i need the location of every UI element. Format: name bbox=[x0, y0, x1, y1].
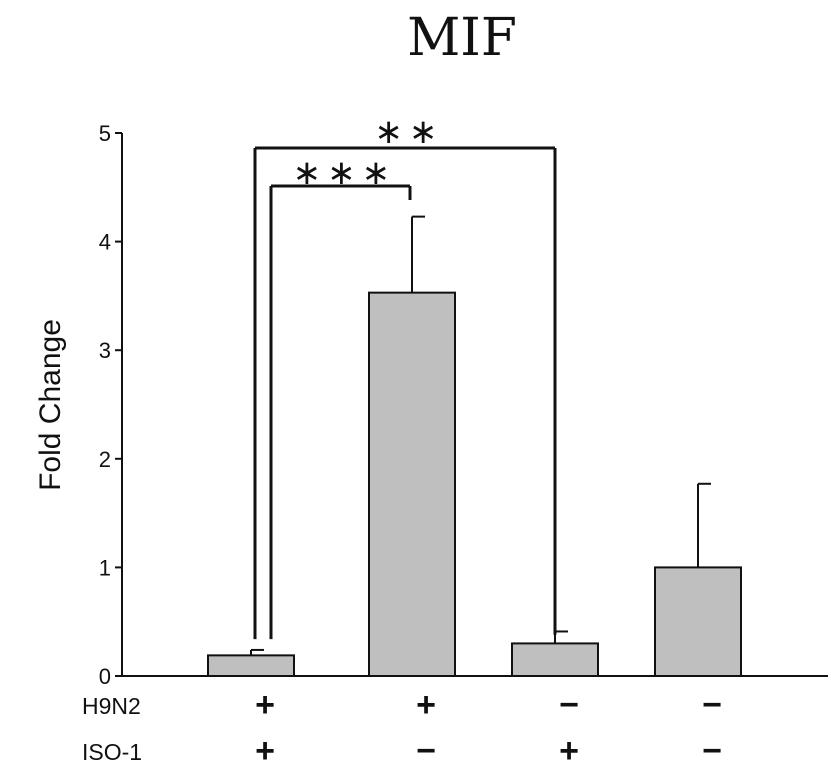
y-tick-label-2: 2 bbox=[99, 447, 111, 472]
condition-sign-0-3: − bbox=[702, 686, 722, 724]
condition-sign-1-3: − bbox=[702, 732, 722, 770]
sig-label-1: ∗∗∗ bbox=[293, 153, 396, 193]
condition-sign-0-1: + bbox=[416, 686, 436, 724]
bar-3 bbox=[654, 566, 742, 678]
bars-group bbox=[207, 291, 742, 678]
bar-0 bbox=[207, 654, 295, 678]
bar-1 bbox=[368, 291, 456, 677]
bar-2 bbox=[511, 642, 599, 677]
error-bars-group bbox=[250, 215, 711, 656]
condition-label-1: ISO-1 bbox=[82, 739, 142, 765]
y-axis: 0 1 2 3 4 5 bbox=[99, 121, 123, 689]
condition-label-0: H9N2 bbox=[82, 693, 141, 719]
y-tick-label-0: 0 bbox=[99, 664, 111, 689]
y-tick-label-3: 3 bbox=[99, 338, 111, 363]
condition-sign-1-2: + bbox=[559, 732, 579, 770]
condition-sign-1-0: + bbox=[255, 732, 275, 770]
y-tick-label-1: 1 bbox=[99, 555, 111, 580]
condition-sign-0-0: + bbox=[255, 686, 275, 724]
condition-table: H9N2 + + − − ISO-1 + − + − bbox=[82, 686, 722, 770]
condition-sign-1-1: − bbox=[416, 732, 436, 770]
y-tick-label-4: 4 bbox=[99, 230, 111, 255]
chart-title: MIF bbox=[407, 8, 517, 68]
sig-label-0: ∗∗ bbox=[375, 112, 444, 152]
y-tick-label-5: 5 bbox=[99, 121, 111, 146]
y-axis-label: Fold Change bbox=[34, 319, 67, 491]
significance-group: ∗∗∗∗∗ bbox=[253, 112, 557, 640]
condition-sign-0-2: − bbox=[559, 686, 579, 724]
